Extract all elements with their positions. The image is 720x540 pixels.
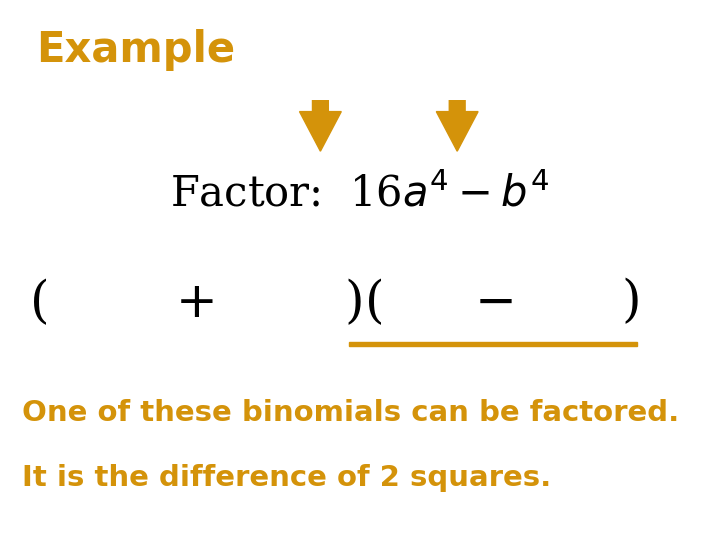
FancyArrow shape [300, 70, 341, 151]
Text: $-$: $-$ [474, 278, 513, 327]
Text: It is the difference of 2 squares.: It is the difference of 2 squares. [22, 464, 551, 492]
Text: ): ) [621, 278, 642, 327]
Text: One of these binomials can be factored.: One of these binomials can be factored. [22, 399, 679, 427]
Bar [349, 342, 637, 346]
Text: Example: Example [36, 29, 235, 71]
Text: Factor:  $\mathdefault{16}a^4 - b^4$: Factor: $\mathdefault{16}a^4 - b^4$ [171, 173, 549, 215]
FancyArrow shape [436, 70, 478, 151]
Text: (        $+$        )(: ( $+$ )( [29, 277, 382, 328]
